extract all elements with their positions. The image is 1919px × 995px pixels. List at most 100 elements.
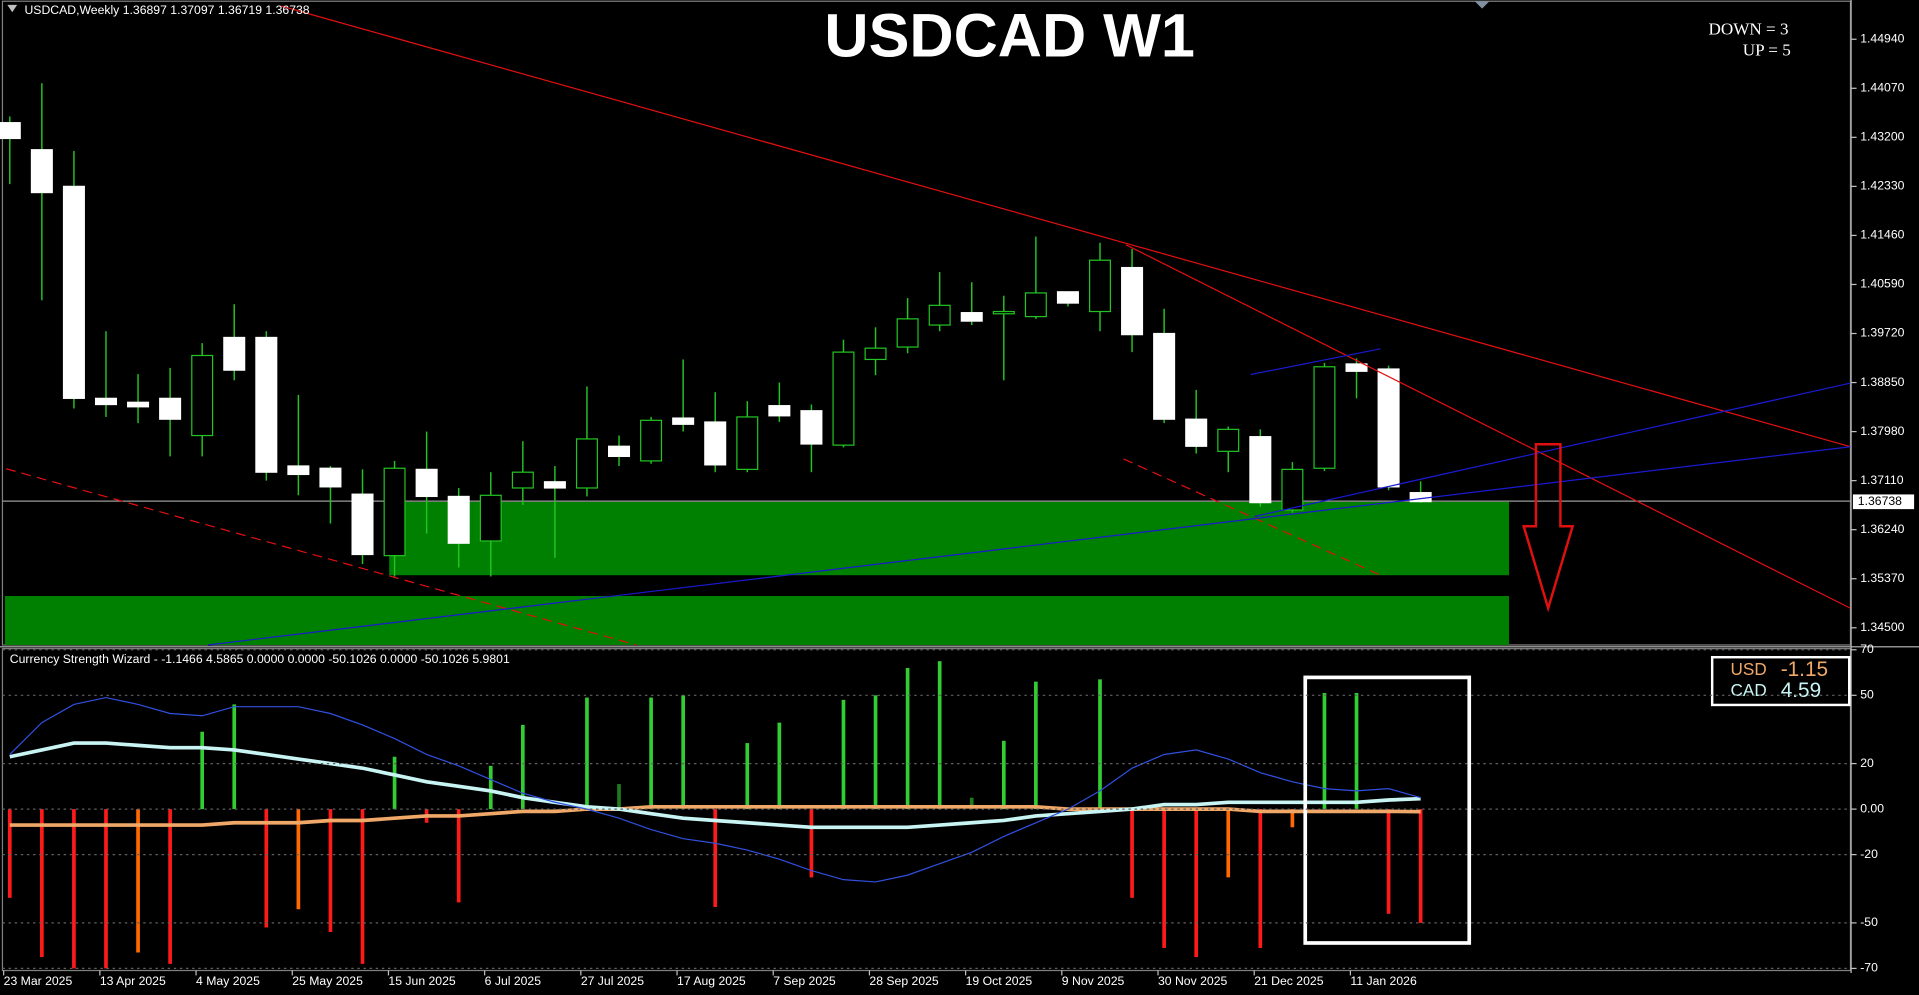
y-tick-label: 1.44070: [1860, 81, 1904, 95]
x-tick-label: 30 Nov 2025: [1158, 974, 1227, 988]
x-tick-label: 28 Sep 2025: [869, 974, 939, 988]
x-tick-label: 15 Jun 2025: [388, 974, 455, 988]
strength-line: [9, 741, 1421, 830]
strength-bar: [1034, 681, 1038, 810]
annotation: DOWN = 3: [1708, 20, 1788, 39]
strength-bar: [328, 809, 333, 933]
annotation: UP = 5: [1743, 40, 1791, 59]
candle-body: [159, 397, 182, 420]
candle-body: [511, 471, 534, 489]
candle-body: [1281, 468, 1304, 511]
x-tick-label: 17 Aug 2025: [677, 974, 746, 988]
legend-box: [1710, 655, 1851, 707]
y-tick-label: 1.42330: [1860, 179, 1904, 193]
strength-bar: [841, 699, 846, 810]
current-price-label: 1.36738: [1858, 494, 1902, 508]
strength-bar: [617, 784, 621, 810]
trendline: [207, 446, 1851, 646]
candle-body: [1345, 363, 1368, 372]
strength-bar: [360, 809, 365, 964]
strength-bar: [1226, 809, 1231, 878]
strength-bar: [745, 743, 750, 810]
candle-body: [896, 318, 919, 348]
strength-bar: [1258, 809, 1263, 948]
zones: [4, 501, 1510, 645]
strength-bar: [488, 765, 493, 810]
x-tick-label: 4 May 2025: [196, 974, 260, 988]
trendline: [1250, 348, 1381, 376]
strength-bar: [232, 704, 237, 810]
candle-body: [1153, 332, 1176, 420]
x-tick-label: 6 Jul 2025: [485, 974, 542, 988]
y-tick-label: 1.40590: [1860, 277, 1904, 291]
x-tick-label: 19 Oct 2025: [966, 974, 1033, 988]
candle-body: [864, 347, 887, 361]
strength-bar: [649, 697, 653, 810]
candle-body: [1056, 291, 1079, 304]
candle-body: [447, 495, 470, 544]
down-arrow: [1522, 443, 1575, 613]
candle-body: [672, 417, 695, 425]
candle-body: [992, 310, 1015, 315]
candle-body: [928, 304, 951, 326]
candle-body: [191, 354, 214, 437]
candle-body: [736, 416, 759, 470]
candle-body: [383, 467, 406, 557]
strength-bar: [1354, 693, 1359, 810]
trendline: [1125, 244, 1851, 609]
x-tick-label: 9 Nov 2025: [1062, 974, 1125, 988]
y-tick-label: 0.00: [1860, 801, 1884, 815]
candle-body: [94, 397, 118, 406]
candle-body: [127, 401, 150, 408]
candle-body: [415, 468, 438, 498]
y-tick-label: -70: [1860, 961, 1878, 975]
y-tick-label: 1.36240: [1860, 522, 1904, 536]
current-price-box: [1852, 494, 1915, 510]
y-tick-label: 70: [1860, 642, 1874, 656]
strength-bar: [1386, 809, 1391, 914]
shift-marker: [1474, 1, 1490, 9]
strength-line: [9, 696, 1421, 883]
strength-bar: [713, 809, 718, 907]
strength-bar: [1322, 693, 1327, 810]
x-tick-label: 23 Mar 2025: [4, 974, 73, 988]
strength-bar: [681, 695, 685, 810]
candle-body: [768, 405, 791, 417]
candle-body: [800, 410, 823, 445]
candle-body: [1088, 259, 1112, 313]
y-tick-label: -50: [1860, 915, 1878, 929]
candles: [0, 83, 1432, 577]
candle-body: [1313, 366, 1336, 469]
candle-body: [960, 312, 983, 322]
legend-value: 4.59: [1781, 679, 1821, 702]
trendline-dashed: [5, 468, 637, 646]
strength-bar: [777, 722, 782, 810]
symbol: USDCAD,Weekly: [24, 3, 120, 17]
ohlc-open: 1.36897: [123, 3, 167, 17]
strength-bar: [585, 697, 589, 810]
strength-bar: [905, 667, 910, 810]
indicator: [7, 661, 1423, 969]
highlight-box: [1303, 675, 1472, 945]
strength-bar: [1162, 809, 1166, 948]
strength-bar: [456, 809, 461, 903]
strength-bar: [1194, 809, 1199, 958]
support-zone: [4, 596, 1510, 645]
strength-bar: [264, 809, 269, 928]
trendline: [1254, 382, 1851, 518]
x-tick-label: 27 Jul 2025: [581, 974, 644, 988]
candle-body: [287, 465, 310, 476]
y-tick-label: 50: [1860, 688, 1874, 702]
candle-body: [1024, 292, 1047, 318]
strength-bar: [392, 756, 397, 810]
y-tick-label: 1.37980: [1860, 424, 1904, 438]
x-tick-label: 25 May 2025: [292, 974, 363, 988]
trendlines: [5, 1, 1851, 646]
strength-bar: [969, 797, 974, 810]
candle-body: [704, 421, 727, 466]
candle-body: [1249, 436, 1272, 504]
